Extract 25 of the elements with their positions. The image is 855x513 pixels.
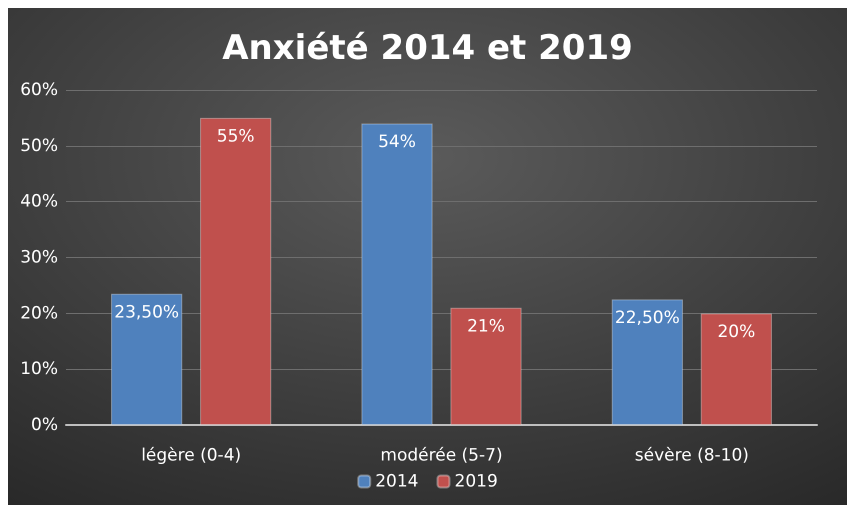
bar [111, 294, 182, 425]
bar [361, 124, 433, 425]
bar [200, 118, 272, 425]
y-tick-label: 60% [20, 80, 58, 100]
legend-label: 2014 [375, 472, 418, 492]
data-label: 55% [216, 126, 255, 146]
data-label: 21% [467, 316, 505, 336]
bar [450, 308, 522, 425]
chart-title: Anxiété 2014 et 2019 [222, 28, 633, 68]
y-tick-label: 50% [20, 136, 58, 156]
y-tick-label: 40% [20, 192, 58, 212]
legend-label: 2019 [454, 472, 498, 492]
data-label: 23,50% [114, 302, 180, 322]
y-tick-label: 20% [20, 303, 58, 324]
y-tick-label: 30% [20, 248, 58, 268]
y-tick-label: 0% [31, 415, 58, 435]
x-tick-label: sévère (8-10) [634, 446, 749, 466]
data-label: 20% [717, 322, 756, 342]
y-tick-label: 10% [20, 359, 58, 380]
x-tick-label: modérée (5-7) [380, 446, 503, 466]
data-label: 54% [378, 132, 416, 152]
data-label: 22,50% [614, 308, 680, 328]
bar [700, 313, 772, 425]
bar [612, 299, 683, 425]
x-tick-label: légère (0-4) [141, 446, 242, 466]
